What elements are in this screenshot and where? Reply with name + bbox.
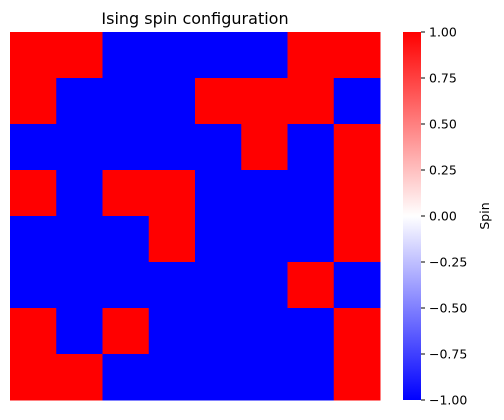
- heatmap-cell-r5-c5: [241, 262, 288, 309]
- heatmap-cell-r3-c6: [287, 170, 335, 217]
- colorbar: [403, 32, 421, 400]
- heatmap-cell-r3-c2: [102, 170, 150, 217]
- chart-title: Ising spin configuration: [101, 9, 288, 28]
- heatmap-cell-r5-c6: [287, 262, 335, 309]
- heatmap-cell-r2-c5: [241, 124, 288, 171]
- heatmap-cell-r6-c4: [195, 308, 242, 355]
- colorbar-label: Spin: [477, 202, 492, 229]
- heatmap-cell-r3-c0: [10, 170, 57, 217]
- heatmap-cell-r4-c0: [10, 216, 57, 263]
- heatmap-cell-r7-c6: [287, 354, 335, 401]
- heatmap-grid: [10, 32, 381, 401]
- heatmap-cell-r1-c6: [287, 78, 335, 125]
- heatmap-cell-r7-c1: [56, 354, 103, 401]
- heatmap-cell-r7-c0: [10, 354, 57, 401]
- heatmap-cell-r0-c1: [56, 32, 103, 79]
- heatmap-cell-r2-c6: [287, 124, 335, 171]
- heatmap-cell-r7-c3: [148, 354, 196, 401]
- colorbar-tick-label: 0.75: [429, 71, 457, 86]
- colorbar-tick-label: 0.25: [429, 163, 457, 178]
- heatmap-cell-r5-c2: [102, 262, 150, 309]
- heatmap-cell-r2-c3: [148, 124, 196, 171]
- heatmap-cell-r3-c1: [56, 170, 103, 217]
- heatmap-cell-r1-c4: [195, 78, 242, 125]
- colorbar-tick-label: −0.50: [429, 301, 467, 316]
- heatmap-cell-r0-c7: [333, 32, 381, 79]
- colorbar-tick-label: −0.25: [429, 255, 467, 270]
- heatmap-cell-r7-c4: [195, 354, 242, 401]
- heatmap-cell-r1-c3: [148, 78, 196, 125]
- colorbar-tick-label: 0.50: [429, 117, 457, 132]
- heatmap-cell-r0-c0: [10, 32, 57, 79]
- colorbar-tick-label: −1.00: [429, 393, 467, 408]
- colorbar-tick-label: 1.00: [429, 25, 457, 40]
- heatmap-cell-r3-c7: [333, 170, 381, 217]
- heatmap-cell-r0-c4: [195, 32, 242, 79]
- heatmap-cell-r4-c6: [287, 216, 335, 263]
- heatmap-cell-r3-c4: [195, 170, 242, 217]
- heatmap-cell-r4-c1: [56, 216, 103, 263]
- colorbar-tick-label: −0.75: [429, 347, 467, 362]
- heatmap-cell-r6-c6: [287, 308, 335, 355]
- heatmap-cell-r6-c1: [56, 308, 103, 355]
- heatmap-cell-r6-c2: [102, 308, 150, 355]
- heatmap-cell-r1-c5: [241, 78, 288, 125]
- heatmap-cell-r0-c5: [241, 32, 288, 79]
- heatmap-cell-r7-c5: [241, 354, 288, 401]
- heatmap-cell-r6-c5: [241, 308, 288, 355]
- heatmap-cell-r1-c2: [102, 78, 150, 125]
- heatmap-cell-r3-c5: [241, 170, 288, 217]
- heatmap-cell-r4-c3: [148, 216, 196, 263]
- heatmap-cell-r2-c7: [333, 124, 381, 171]
- heatmap-cell-r2-c2: [102, 124, 150, 171]
- colorbar-ticks: −1.00 −0.75 −0.50 −0.25 0.00 0.25 0.50 0.75 1.00: [421, 25, 467, 408]
- heatmap-cell-r5-c4: [195, 262, 242, 309]
- heatmap-cell-r2-c1: [56, 124, 103, 171]
- heatmap-cell-r0-c6: [287, 32, 335, 79]
- heatmap-cell-r4-c2: [102, 216, 150, 263]
- heatmap-cell-r7-c2: [102, 354, 150, 401]
- heatmap-cell-r0-c2: [102, 32, 150, 79]
- heatmap-cell-r4-c7: [333, 216, 381, 263]
- heatmap-cell-r2-c0: [10, 124, 57, 171]
- heatmap-cell-r5-c7: [333, 262, 381, 309]
- heatmap-cell-r6-c3: [148, 308, 196, 355]
- heatmap-cell-r4-c5: [241, 216, 288, 263]
- heatmap-cell-r1-c1: [56, 78, 103, 125]
- heatmap-cell-r1-c7: [333, 78, 381, 125]
- heatmap-cell-r3-c3: [148, 170, 196, 217]
- heatmap-cell-r5-c0: [10, 262, 57, 309]
- colorbar-tick-label: 0.00: [429, 209, 457, 224]
- heatmap-cell-r7-c7: [333, 354, 381, 401]
- heatmap-cell-r6-c7: [333, 308, 381, 355]
- heatmap-cell-r6-c0: [10, 308, 57, 355]
- heatmap-cell-r4-c4: [195, 216, 242, 263]
- heatmap-cell-r0-c3: [148, 32, 196, 79]
- heatmap-cell-r1-c0: [10, 78, 57, 125]
- heatmap-cell-r2-c4: [195, 124, 242, 171]
- heatmap-cell-r5-c3: [148, 262, 196, 309]
- heatmap-cell-r5-c1: [56, 262, 103, 309]
